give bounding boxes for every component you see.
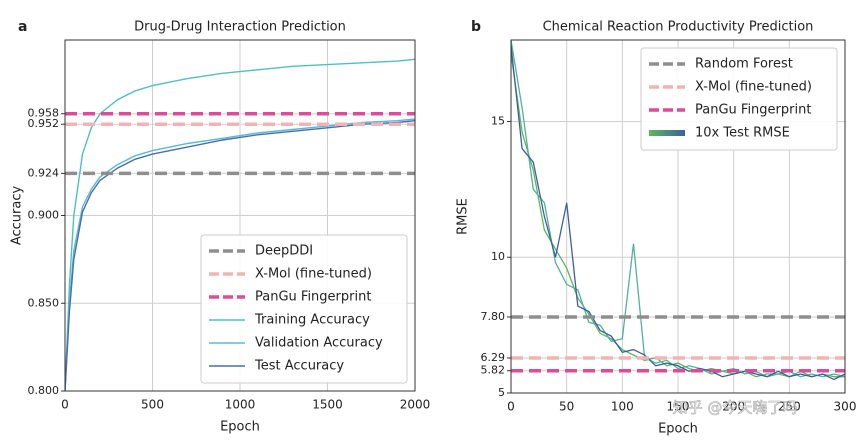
data-line xyxy=(65,58,415,391)
legend-label: Test Accuracy xyxy=(254,359,344,374)
legend-label: Random Forest xyxy=(695,57,793,72)
x-tick-label: 2000 xyxy=(400,398,431,412)
panel-label: a xyxy=(18,19,27,35)
y-tick-label: 0.952 xyxy=(28,117,60,130)
y-tick-label: 15 xyxy=(491,114,505,127)
x-axis-label: Epoch xyxy=(220,420,260,435)
legend-label: DeepDDI xyxy=(255,244,313,259)
x-tick-label: 150 xyxy=(667,400,690,414)
x-axis-label: Epoch xyxy=(658,422,698,437)
y-tick-label: 6.29 xyxy=(481,351,506,364)
plot-frame xyxy=(510,39,846,394)
y-axis-label: Accuracy xyxy=(10,186,25,246)
panel-label: b xyxy=(471,19,481,35)
y-tick-label: 5 xyxy=(498,386,505,399)
y-tick-label: 7.80 xyxy=(481,310,506,323)
x-tick-label: 0 xyxy=(507,400,515,414)
data-line xyxy=(65,120,415,391)
y-tick-label: 0.900 xyxy=(28,209,60,222)
legend-label: X-Mol (fine-tuned) xyxy=(255,267,372,282)
y-tick-label: 10 xyxy=(491,250,505,263)
legend-swatch xyxy=(649,130,685,136)
legend-label: PanGu Fingerprint xyxy=(255,290,371,305)
x-tick-label: 300 xyxy=(834,400,857,414)
x-tick-label: 100 xyxy=(611,400,634,414)
chart-title: Drug-Drug Interaction Prediction xyxy=(134,20,346,35)
y-tick-label: 5.82 xyxy=(481,364,506,377)
watermark: 知乎 @今天嗨了吗 xyxy=(673,399,798,417)
x-tick-label: 200 xyxy=(722,400,745,414)
x-tick-label: 1000 xyxy=(225,398,256,412)
x-tick-label: 500 xyxy=(141,398,164,412)
x-tick-label: 1500 xyxy=(312,398,343,412)
legend-label: 10x Test RMSE xyxy=(695,126,790,141)
x-tick-label: 250 xyxy=(778,400,801,414)
legend-label: Validation Accuracy xyxy=(255,336,383,351)
x-tick-label: 50 xyxy=(559,400,574,414)
x-tick-label: 0 xyxy=(61,398,69,412)
data-line xyxy=(511,45,845,381)
y-tick-label: 0.800 xyxy=(28,384,60,397)
chart-title: Chemical Reaction Productivity Predictio… xyxy=(543,20,814,35)
legend-label: PanGu Fingerprint xyxy=(695,103,811,118)
y-tick-label: 0.924 xyxy=(28,166,60,179)
y-tick-label: 0.958 xyxy=(28,107,60,120)
plot-frame xyxy=(64,39,416,392)
legend-label: Training Accuracy xyxy=(254,313,370,328)
legend-box xyxy=(640,47,838,151)
legend-label: X-Mol (fine-tuned) xyxy=(695,80,812,95)
y-axis-label: RMSE xyxy=(456,198,471,235)
y-tick-label: 0.850 xyxy=(28,296,60,309)
legend-box xyxy=(200,234,408,384)
